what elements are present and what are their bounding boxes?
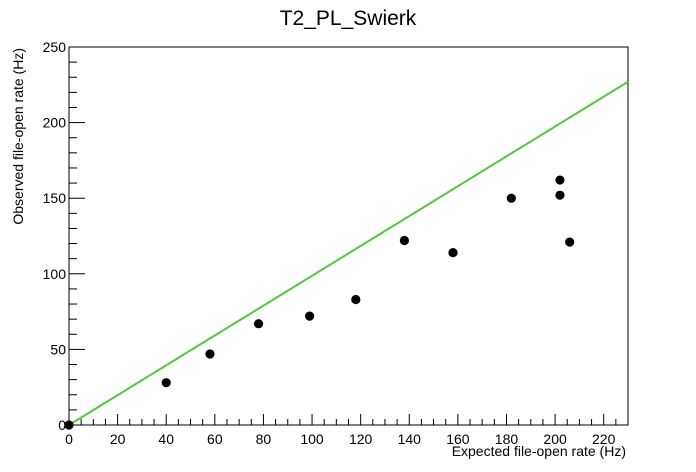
data-point [555,190,565,200]
x-tick-label: 80 [256,431,272,447]
y-tick-label: 200 [43,115,67,131]
data-point [305,311,315,321]
y-tick-label: 150 [43,190,67,206]
data-point [351,294,361,305]
y-tick-label: 50 [50,341,66,357]
y-tick-label: 100 [43,266,67,282]
x-tick-label: 60 [207,431,223,447]
x-tick-label: 180 [495,431,519,447]
x-tick-label: 140 [398,431,422,447]
data-point [64,420,74,430]
reference-line-path [68,80,629,426]
chart-title: T2_PL_Swierk [280,7,417,30]
y-tick-label: 0 [58,417,66,433]
data-point [506,193,516,203]
data-point [565,237,575,247]
data-point [161,378,171,388]
x-tick-label: 200 [543,431,567,447]
y-tick-label: 250 [43,39,67,55]
x-axis-label: Expected file-open rate (Hz) [452,443,626,459]
data-point [448,248,458,258]
x-tick-label: 220 [592,431,616,447]
data-point [555,175,565,185]
x-axis-ticks: 0 20 40 60 80 100 120 140 160 180 200 220 [65,414,629,447]
x-tick-label: 20 [110,431,126,447]
data-point [399,235,409,246]
x-tick-label: 100 [300,431,324,447]
data-points [64,175,575,430]
x-tick-label: 40 [158,431,174,447]
x-tick-label: 0 [65,431,73,447]
reference-line [68,80,629,426]
y-axis-ticks: 0 50 100 150 200 250 [43,39,85,433]
x-tick-label: 120 [349,431,373,447]
x-tick-label: 160 [446,431,470,447]
plot-frame [68,46,629,426]
y-axis-label: Observed file-open rate (Hz) [10,48,26,225]
data-point [205,349,215,359]
data-point [253,319,264,329]
